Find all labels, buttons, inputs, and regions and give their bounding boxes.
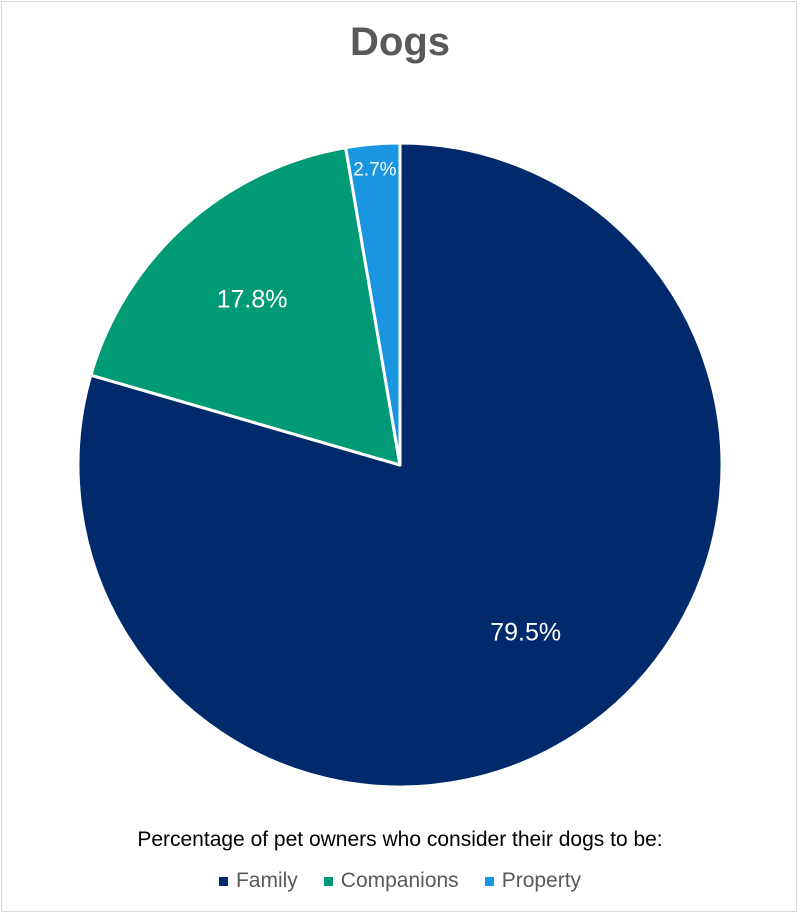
data-label-companions: 17.8% — [217, 285, 288, 313]
legend-item-companions: Companions — [323, 869, 459, 893]
chart-title: Dogs — [350, 20, 450, 64]
legend-item-property: Property — [484, 869, 582, 893]
legend-swatch-icon — [484, 876, 494, 886]
legend-label: Companions — [340, 869, 459, 892]
legend-label: Family — [235, 869, 298, 892]
legend-item-family: Family — [218, 869, 298, 893]
legend-swatch-icon — [218, 876, 228, 886]
data-label-family: 79.5% — [490, 618, 561, 646]
legend: Family Companions Property — [0, 869, 800, 893]
pie-slice-companions — [89, 146, 402, 467]
chart-subtitle: Percentage of pet owners who consider th… — [137, 828, 663, 851]
data-label-property: 2.7% — [353, 159, 396, 180]
legend-swatch-icon — [323, 876, 333, 886]
legend-label: Property — [501, 869, 582, 892]
pie-slice-property — [344, 141, 402, 467]
